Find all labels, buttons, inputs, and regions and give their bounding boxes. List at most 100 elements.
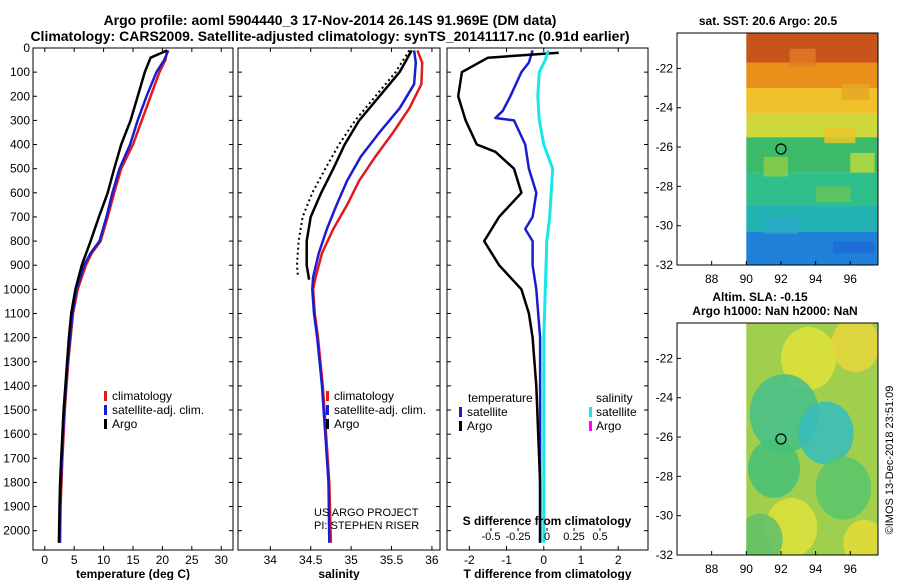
sla-map-title-1: Altim. SLA: -0.15 <box>712 290 808 304</box>
temperature-legend-swatch <box>104 405 107 415</box>
temperature-xtick-label: 10 <box>97 553 111 567</box>
salinity-xlabel: salinity <box>318 567 360 580</box>
sla-blob <box>798 401 854 465</box>
sla-map-title-2: Argo h1000: NaN h2000: NaN <box>692 304 857 318</box>
pressure-tick-label: 700 <box>10 210 30 224</box>
temperature-legend-label: satellite-adj. clim. <box>112 403 204 417</box>
salinity-xtick-label: 34.5 <box>299 553 323 567</box>
salinity-line-climatology <box>311 49 424 543</box>
sla-map-ytick-label: -22 <box>656 351 674 365</box>
tdiff-xtick-label: 1 <box>578 553 585 567</box>
salinity-legend-label: satellite-adj. clim. <box>334 403 426 417</box>
pressure-tick-label: 1800 <box>3 475 30 489</box>
difference-line-temperature-argo <box>456 51 559 543</box>
temperature-xtick-label: 15 <box>126 553 140 567</box>
pressure-tick-label: 1700 <box>3 451 30 465</box>
difference-frame <box>446 47 649 551</box>
pressure-tick-label: 200 <box>10 89 30 103</box>
sst-patch <box>789 48 816 67</box>
temperature-legend-swatch <box>104 419 107 429</box>
imos-credit: ©IMOS 13-Dec-2018 23:51:09 <box>884 386 896 535</box>
sst-patch <box>815 186 851 203</box>
sla-map-xtick-label: 90 <box>740 562 754 576</box>
salinity-legend-swatch <box>326 419 329 429</box>
difference-xlabel: T difference from climatology <box>463 567 631 580</box>
tdiff-xtick-label: -2 <box>464 553 475 567</box>
sdiff-axis-label: S difference from climatology <box>463 514 632 528</box>
sdiff-tick-label: -0.5 <box>482 531 501 543</box>
pressure-tick-label: 1400 <box>3 379 30 393</box>
sst-map-xtick-label: 88 <box>705 272 719 286</box>
sla-map-xtick-label: 88 <box>705 562 719 576</box>
salinity-xtick-label: 35.5 <box>380 553 404 567</box>
sla-blob <box>748 439 801 498</box>
sst-map-frame <box>676 32 879 266</box>
sdiff-tick-label: 0.25 <box>563 531 584 543</box>
sst-map-ytick-label: -24 <box>656 101 674 115</box>
sst-band <box>746 113 878 138</box>
temperature-legend-swatch <box>459 421 462 431</box>
pressure-tick-label: 600 <box>10 186 30 200</box>
sst-map-ytick-label: -22 <box>656 61 674 75</box>
temperature-xtick-label: 5 <box>71 553 78 567</box>
temperature-xlabel: temperature (deg C) <box>76 567 190 580</box>
sla-blob <box>815 456 872 520</box>
temperature-legend-label: Argo <box>467 419 493 433</box>
sst-map-ytick-label: -28 <box>656 179 674 193</box>
salinity-legend-swatch <box>326 405 329 415</box>
sst-map-xtick-label: 96 <box>844 272 858 286</box>
salinity-legend-swatch <box>589 421 592 431</box>
sla-map-ytick-label: -30 <box>656 509 674 523</box>
sst-map-xtick-label: 92 <box>774 272 788 286</box>
tdiff-xtick-label: -1 <box>501 553 512 567</box>
pressure-tick-label: 900 <box>10 258 30 272</box>
salinity-xtick-label: 34 <box>264 553 278 567</box>
salinity-legend-swatch <box>589 407 592 417</box>
temperature-legend-label: satellite <box>467 405 508 419</box>
salinity-legend-label: climatology <box>334 389 394 403</box>
title-line-2: Climatology: CARS2009. Satellite-adjuste… <box>30 28 630 44</box>
sla-map-ytick-label: -28 <box>656 469 674 483</box>
pressure-tick-label: 800 <box>10 234 30 248</box>
pressure-tick-label: 1500 <box>3 403 30 417</box>
sst-band <box>746 172 878 207</box>
sst-patch <box>841 84 870 100</box>
temperature-legend-label: climatology <box>112 389 172 403</box>
temperature-xtick-label: 25 <box>185 553 199 567</box>
sst-patch <box>763 217 799 234</box>
sst-patch <box>824 127 856 144</box>
title-line-1: Argo profile: aoml 5904440_3 17-Nov-2014… <box>103 12 557 28</box>
tdiff-xtick-label: 0 <box>540 553 547 567</box>
difference-line-temperature-satellite <box>494 50 542 543</box>
sla-map-ytick-label: -26 <box>656 430 674 444</box>
sla-blob <box>843 519 879 555</box>
temperature-xtick-label: 0 <box>41 553 48 567</box>
sla-map-ytick-label: -24 <box>656 391 674 405</box>
sst-map-ytick-label: -30 <box>656 219 674 233</box>
temperature-legend-label: Argo <box>112 417 138 431</box>
salinity-line-dotted <box>295 49 411 275</box>
difference-line-salinity-satellite <box>536 49 555 543</box>
temperature-line-argo <box>57 49 168 543</box>
pressure-tick-label: 1600 <box>3 427 30 441</box>
pressure-tick-label: 300 <box>10 113 30 127</box>
sst-map-title: sat. SST: 20.6 Argo: 20.5 <box>699 14 838 28</box>
sdiff-tick-label: 0.5 <box>592 531 607 543</box>
sla-map-xtick-label: 96 <box>844 562 858 576</box>
argo-credit-line: US ARGO PROJECT <box>314 507 419 519</box>
salinity-xtick-label: 36 <box>425 553 439 567</box>
salinity-line-satellite-adj-clim- <box>311 50 418 543</box>
sst-map-ytick-label: -32 <box>656 258 674 272</box>
temperature-legend-title: temperature <box>468 391 533 405</box>
sst-map-xtick-label: 90 <box>740 272 754 286</box>
salinity-legend-label: Argo <box>596 419 622 433</box>
sla-map-frame <box>676 322 879 556</box>
sst-map-ytick-label: -26 <box>656 140 674 154</box>
pressure-tick-label: 1200 <box>3 331 30 345</box>
salinity-legend-label: Argo <box>334 417 360 431</box>
salinity-frame <box>237 47 441 551</box>
temperature-xtick-label: 30 <box>215 553 229 567</box>
pressure-tick-label: 400 <box>10 138 30 152</box>
salinity-legend-label: satellite <box>596 405 637 419</box>
